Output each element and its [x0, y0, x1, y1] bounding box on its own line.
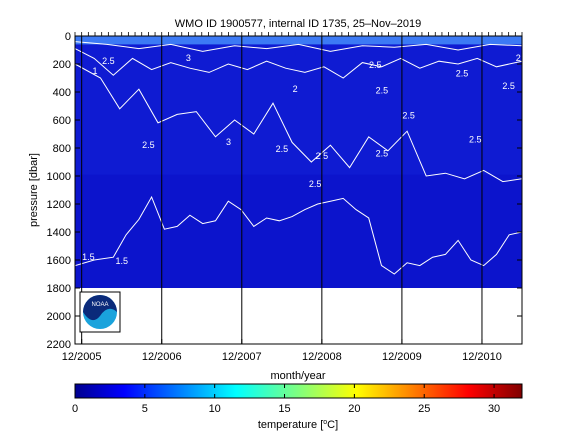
contour-label-1: 2.5 [102, 56, 115, 66]
colorbar-ticks: 0 5 10 15 20 25 30 [72, 384, 500, 415]
y-tick-label-11: 2200 [47, 339, 71, 351]
y-tick-label-3: 600 [53, 115, 71, 127]
y-tick-label-8: 1600 [47, 255, 71, 267]
noaa-logo: NOAA [79, 291, 121, 333]
contour-label-9: 2.5 [376, 85, 389, 95]
y-tick-label-4: 800 [53, 143, 71, 155]
contour-label-3: 3 [186, 53, 191, 63]
y-tick-label-0: 0 [65, 31, 71, 43]
colorbar-tick-label-3: 15 [278, 403, 290, 415]
contour-label-14: 2.5 [516, 53, 529, 63]
y-tick-label-9: 1800 [47, 283, 71, 295]
colorbar-label: temperature [oC] [258, 419, 338, 431]
y-tick-label-10: 2000 [47, 311, 71, 323]
x-axis-label: month/year [270, 370, 325, 382]
contour-2 [75, 63, 522, 183]
x-tick-label-2: 12/2007 [222, 351, 262, 363]
chart-title: WMO ID 1900577, internal ID 1735, 25–Nov… [175, 18, 421, 30]
colorbar-tick-label-1: 5 [142, 403, 148, 415]
temperature-field-deep [75, 174, 522, 288]
colorbar-tick-label-0: 0 [72, 403, 78, 415]
noaa-logo-text: NOAA [91, 302, 108, 308]
y-tick-label-7: 1400 [47, 227, 71, 239]
colorbar-tick-label-5: 25 [418, 403, 430, 415]
y-tick-label-1: 200 [53, 59, 71, 71]
contour-label-5: 2.5 [276, 144, 289, 154]
contour-label-16: 1.5 [115, 256, 128, 266]
x-tick-label-3: 12/2008 [302, 351, 342, 363]
contour-1-5 [75, 195, 522, 275]
contour-label-11: 2.5 [402, 111, 415, 121]
y-axis: 0 200 400 600 800 1000 1200 1400 1600 1800 2000 220… [47, 31, 522, 351]
contour-label-7: 2.5 [309, 179, 322, 189]
colorbar-tick-label-2: 10 [209, 403, 221, 415]
colorbar [74, 383, 523, 399]
contour-label-17: 1.5 [82, 252, 95, 262]
contour-3 [75, 41, 522, 52]
contour-2-5 [75, 48, 522, 79]
plot-area: 1 2.5 2.5 3 3 2.5 2.5 2.5 2.5 2.5 2.5 2.5 2.5 2.5 2.5 2… [75, 36, 529, 344]
x-axis: 12/2005 12/2006 12/2007 12/2008 12/2009 12/20… [62, 32, 523, 363]
no-data-region [75, 288, 522, 344]
contour-label-10: 2.5 [376, 148, 389, 158]
contour-label-18: 2 [293, 84, 298, 94]
contour-label-13: 2.5 [502, 81, 515, 91]
y-tick-label-2: 400 [53, 87, 71, 99]
colorbar-tick-label-4: 20 [348, 403, 360, 415]
x-tick-label-0: 12/2005 [62, 351, 102, 363]
surface-warm-layer [75, 36, 522, 45]
y-tick-label-5: 1000 [47, 171, 71, 183]
x-tick-label-5: 12/2010 [462, 351, 502, 363]
contour-label-0: 1 [93, 66, 98, 76]
contour-label-8: 2.5 [369, 60, 382, 70]
colorbar-tick-label-6: 30 [488, 403, 500, 415]
contour-label-12: 2.5 [456, 69, 469, 79]
contour-label-4: 3 [226, 137, 231, 147]
x-tick-label-4: 12/2009 [382, 351, 422, 363]
x-tick-label-1: 12/2006 [142, 351, 182, 363]
y-tick-label-6: 1200 [47, 199, 71, 211]
plot-frame [74, 35, 523, 345]
y-axis-label: pressure [dbar] [28, 153, 40, 227]
contour-label-15: 2.5 [469, 134, 482, 144]
contour-label-2: 2.5 [142, 140, 155, 150]
